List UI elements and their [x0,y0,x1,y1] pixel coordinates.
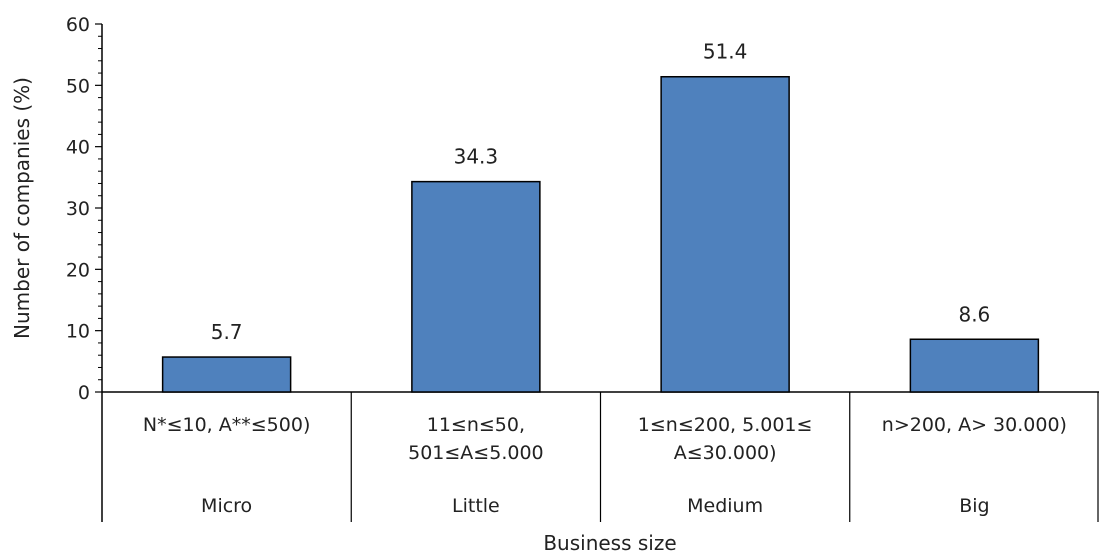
bar-micro [161,356,292,393]
y-tick-label: 50 [66,75,90,97]
y-tick-label: 10 [66,321,90,343]
bar-medium [660,75,790,393]
bar-big [909,338,1040,393]
y-tick-label: 0 [78,382,90,404]
y-tick-label: 40 [66,137,90,159]
category-table: N*≤10, A**≤500) Micro 11≤n≤50, 501≤A≤5.000 L… [143,392,1099,522]
data-label: 8.6 [958,302,990,326]
y-tick-label: 30 [66,198,90,220]
x-axis-title: Business size [543,531,676,555]
y-tick-label: 60 [66,14,90,36]
y-tick-label: 20 [66,259,90,281]
category-criteria: 1≤n≤200, 5.001≤ [638,414,813,436]
category-label: Big [959,495,989,517]
bars [161,75,1040,393]
category-criteria: A≤30.000) [674,442,777,464]
y-axis-title: Number of companies (%) [10,77,34,339]
category-criteria: n>200, A> 30.000) [882,414,1067,436]
category-label: Little [452,495,500,517]
category-criteria: N*≤10, A**≤500) [143,414,310,436]
bar-little [411,180,541,393]
data-label: 5.7 [211,320,243,344]
category-criteria: 501≤A≤5.000 [408,442,544,464]
category-label: Micro [201,495,252,517]
category-criteria: 11≤n≤50, [427,414,525,436]
axes: 0 10 20 30 40 50 60 [66,14,1099,522]
data-label: 51.4 [703,40,748,64]
category-label: Medium [687,495,763,517]
data-label: 34.3 [454,145,499,169]
data-labels: 5.7 34.3 51.4 8.6 [211,40,991,344]
